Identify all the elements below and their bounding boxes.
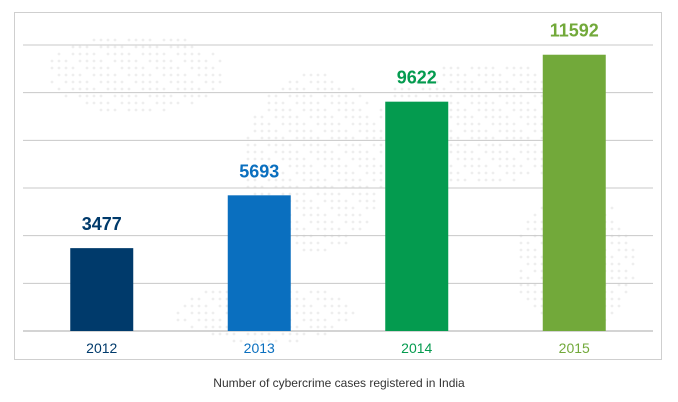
bar-2012: [70, 248, 134, 331]
bar-2014: [385, 101, 449, 332]
x-tick-labels: 2012 2013 2014 2015: [86, 340, 590, 356]
bars: [70, 54, 606, 332]
x-tick-2014: 2014: [401, 340, 432, 356]
x-tick-2012: 2012: [86, 340, 117, 356]
bar-chart: 3477 5693 9622 11592 2012 2013 2014 2015: [23, 21, 653, 356]
value-label-2015: 11592: [550, 21, 599, 41]
bar-2015: [542, 54, 606, 331]
bar-2013: [227, 195, 291, 331]
value-label-2013: 5693: [239, 161, 279, 181]
value-label-2014: 9622: [397, 68, 437, 88]
x-tick-2013: 2013: [244, 340, 275, 356]
value-label-2012: 3477: [82, 214, 122, 234]
x-tick-2015: 2015: [559, 340, 590, 356]
chart-caption: Number of cybercrime cases registered in…: [213, 376, 465, 390]
chart-frame: 3477 5693 9622 11592 2012 2013 2014 2015: [14, 12, 662, 360]
value-labels: 3477 5693 9622 11592: [82, 21, 599, 234]
